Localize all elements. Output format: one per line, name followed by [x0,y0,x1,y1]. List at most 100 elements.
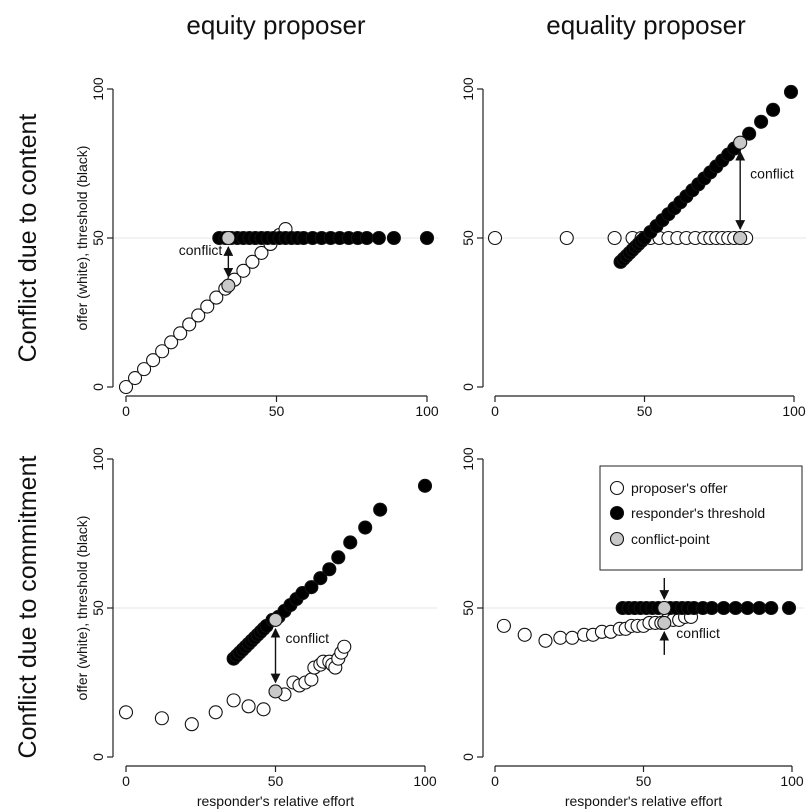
x-axis-title: responder's relative effort [565,793,722,809]
offer-point [517,627,532,642]
panel-2: 0 50 100 0 50 100 conflict [460,77,806,419]
conflict-point [268,612,283,627]
conflict-point [733,135,748,150]
offer-point [118,705,134,720]
conflict-label: conflict [286,630,330,646]
panel-1: 0 50 100 0 50 100 offer (white), threshold (bl… [74,77,439,419]
column-title-equity: equity proposer [186,10,366,40]
threshold-point [704,600,719,616]
y-tick-label: 50 [90,230,106,246]
x-tick-label: 100 [413,773,437,789]
conflict-label: conflict [750,165,794,181]
legend-label-threshold: responder's threshold [631,505,765,521]
offer-point [337,639,352,654]
offer-point [208,705,223,720]
threshold-point [322,562,337,577]
legend-label-conflict: conflict-point [631,531,710,547]
legend-marker-conflict [609,531,625,547]
legend: proposer's offer responder's threshold con… [599,465,803,571]
y-tick-label: 100 [90,77,106,101]
offer-point [173,326,188,341]
offer-point [487,230,503,246]
y-tick-label: 0 [90,753,106,761]
row-title-content: Conflict due to content [14,114,42,363]
offer-point [245,254,260,269]
x-tick-label: 100 [415,403,439,419]
threshold-point [358,520,373,535]
offer-point [553,630,568,645]
offer-point [256,702,271,717]
x-tick-label: 50 [637,403,653,419]
conflict-point [657,615,672,630]
conflict-label: conflict [179,242,223,258]
conflict-point [733,230,748,246]
conflict-point [221,230,236,246]
row-title-commitment: Conflict due to commitment [14,456,42,759]
threshold-point [359,230,374,246]
conflict-label: conflict [676,625,720,641]
offer-point [607,230,622,246]
offer-point [209,290,224,305]
threshold-point [752,600,767,616]
threshold-point [304,580,319,595]
legend-marker-offer [609,480,625,496]
panel-4: 0 50 100 0 50 100 responder's relative effort c… [460,447,804,809]
x-tick-label: 100 [780,773,804,789]
threshold-point [373,502,388,517]
x-axis-title: responder's relative effort [197,793,354,809]
conflict-point [268,684,283,699]
y-axis-title: offer (white), threshold (black) [74,516,90,701]
offer-point [127,371,143,386]
offer-point [137,362,152,377]
threshold-point [742,126,757,141]
y-tick-label: 100 [460,447,476,471]
threshold-point [783,84,799,100]
offer-point [184,717,199,732]
conflict-point [657,600,672,616]
threshold-point [716,600,731,616]
threshold-point [766,102,781,117]
threshold-point [728,600,743,616]
threshold-point [331,550,346,565]
offer-point [241,699,256,714]
panel-3: 0 50 100 0 50 100 offer (white), threshold (bl… [74,447,437,809]
y-tick-label: 0 [460,753,476,761]
offer-point [191,308,206,323]
threshold-point [419,230,435,246]
y-tick-label: 50 [90,600,106,616]
y-tick-label: 0 [460,383,476,391]
threshold-point [371,230,386,246]
threshold-point [754,114,769,129]
threshold-point [343,535,358,550]
threshold-point [313,571,328,586]
y-tick-label: 100 [460,77,476,101]
x-tick-label: 0 [491,403,499,419]
threshold-point [781,600,797,616]
offer-point [496,618,511,633]
x-tick-label: 0 [491,773,499,789]
offer-point [155,344,170,359]
y-tick-label: 0 [90,383,106,391]
threshold-point [417,478,433,493]
legend-label-offer: proposer's offer [631,480,728,496]
y-tick-label: 50 [460,230,476,246]
y-tick-label: 100 [90,447,106,471]
legend-box [599,465,803,571]
x-tick-label: 50 [268,773,284,789]
offer-point [304,672,319,687]
offer-point [226,693,241,708]
x-tick-label: 100 [782,403,806,419]
offer-point [254,245,269,260]
offer-point [118,379,134,395]
column-title-equality: equality proposer [546,10,746,40]
x-tick-label: 50 [636,773,652,789]
y-axis-title: offer (white), threshold (black) [74,146,90,331]
offer-point [565,630,580,645]
x-tick-label: 0 [122,403,130,419]
offer-point [200,299,215,314]
x-tick-label: 0 [122,773,130,789]
threshold-point [740,600,755,616]
offer-point [182,317,197,332]
conflict-point [221,278,236,293]
offer-point [164,335,179,350]
